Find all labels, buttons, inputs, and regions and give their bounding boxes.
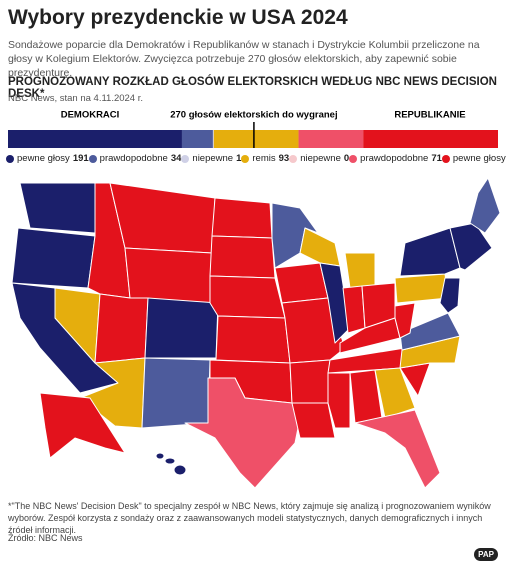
legend-value: 93	[278, 153, 290, 164]
state	[327, 372, 351, 429]
footnote: *"The NBC News' Decision Desk" to specja…	[8, 501, 491, 535]
state	[274, 262, 329, 304]
legend-label: niepewne	[300, 153, 341, 164]
legend-value: 0	[343, 153, 350, 164]
state	[354, 409, 441, 489]
state	[144, 297, 219, 359]
right-label: REPUBLIKANIE	[394, 110, 465, 121]
subtitle: Sondażowe poparcie dla Demokratów i Repu…	[8, 39, 480, 79]
bar-segment	[213, 130, 299, 148]
threshold-label: 270 głosów elektorskich do wygranej	[170, 110, 337, 121]
state	[299, 227, 341, 267]
legend-item: pewne głosy148	[441, 153, 506, 164]
state	[399, 312, 461, 351]
legend-swatch	[88, 154, 97, 163]
state	[94, 293, 149, 364]
legend-swatch	[289, 154, 298, 163]
state	[291, 402, 336, 439]
state	[209, 235, 276, 279]
state	[289, 359, 331, 404]
state	[141, 357, 211, 429]
left-label: DEMOKRACI	[61, 110, 120, 121]
chart-subtitle: NBC News, stan na 4.11.2024 r.	[8, 93, 144, 104]
legend-item: pewne głosy 191	[6, 153, 89, 164]
bar-segment	[298, 130, 364, 148]
chart-title: PROGNOZOWANY ROZKŁAD GŁOSÓW ELEKTORSKICH…	[8, 76, 497, 100]
state	[124, 247, 213, 304]
state	[215, 315, 291, 364]
legend: pewne głosy 191 prawdopodobne 34 niepewne 1 re…	[6, 153, 506, 164]
legend-swatch	[349, 154, 358, 163]
legend-label: pewne głosy	[17, 153, 70, 164]
state	[319, 262, 351, 344]
bar-segment	[181, 130, 213, 148]
state	[399, 227, 461, 277]
state	[211, 197, 273, 239]
legend-value: 34	[170, 153, 182, 164]
state	[173, 464, 187, 476]
legend-value: 191	[72, 153, 89, 164]
state	[374, 367, 416, 419]
state	[109, 182, 216, 254]
state	[39, 392, 126, 459]
legend-item: niepewne 1	[181, 153, 241, 164]
legend-label: pewne głosy	[452, 153, 506, 164]
legend-label: prawdopodobne	[360, 153, 429, 164]
state	[209, 275, 286, 319]
legend-value: 1	[236, 153, 242, 164]
state	[11, 227, 96, 289]
legend-label: remis	[252, 153, 276, 164]
legend-label: niepewne	[192, 153, 234, 164]
bar-segment	[363, 130, 498, 148]
state	[394, 273, 449, 304]
legend-item: prawdopodobne 71	[349, 153, 442, 164]
bar-chart: 270 głosów elektorskich do wygranej DEMOK…	[8, 110, 498, 148]
state	[184, 377, 301, 489]
state	[19, 182, 96, 234]
state	[394, 302, 416, 339]
bar-segment	[212, 130, 214, 148]
state	[469, 177, 501, 234]
legend-label: prawdopodobne	[99, 153, 168, 164]
logo: PAP	[474, 548, 498, 561]
map	[11, 177, 501, 489]
legend-swatch	[6, 154, 14, 163]
legend-swatch	[181, 154, 190, 163]
bar-segment	[8, 130, 182, 148]
title: Wybory prezydenckie w USA 2024	[8, 6, 348, 29]
state	[344, 252, 376, 289]
legend-item: remis 93	[241, 153, 289, 164]
legend-value: 71	[431, 153, 442, 164]
legend-swatch	[441, 154, 450, 163]
state	[164, 457, 176, 465]
source: Źródło: NBC News	[8, 533, 83, 543]
state	[439, 277, 461, 314]
legend-item: niepewne 0	[289, 153, 349, 164]
legend-item: prawdopodobne 34	[88, 153, 182, 164]
state	[155, 452, 165, 460]
legend-swatch	[241, 154, 250, 163]
